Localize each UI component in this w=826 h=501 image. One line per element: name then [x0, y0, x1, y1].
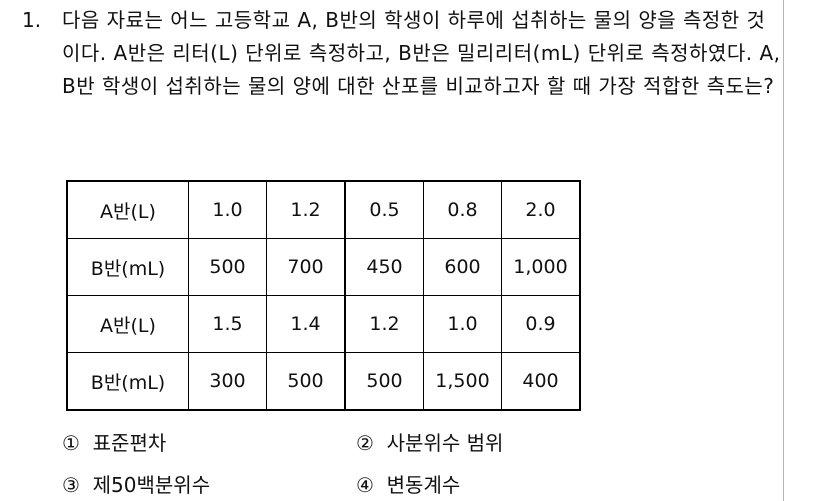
option-text: 변동계수: [386, 473, 461, 497]
option-text: 제50백분위수: [92, 473, 211, 497]
option-marker: ②: [356, 431, 374, 455]
table-cell: 1.0: [423, 295, 502, 353]
table-cell: 0.5: [344, 180, 424, 239]
question-number: 1.: [22, 8, 42, 32]
row-label: A반(L): [66, 180, 189, 239]
question: 1. 다음 자료는 어느 고등학교 A, B반의 학생이 하루에 섭취하는 물의…: [22, 4, 782, 103]
table-cell: 500: [266, 352, 346, 411]
table-cell: 700: [266, 238, 346, 296]
option-marker: ④: [356, 473, 374, 497]
row-label: B반(mL): [66, 238, 189, 296]
table-cell: 1.4: [266, 295, 346, 353]
option-3[interactable]: ③ 제50백분위수: [62, 469, 210, 498]
option-marker: ①: [62, 431, 80, 455]
row-label: A반(L): [66, 295, 189, 353]
table-cell: 2.0: [501, 180, 581, 239]
page-margin-line: [783, 0, 784, 501]
table-cell: 1.0: [188, 180, 267, 239]
table-cell: 1.2: [266, 180, 346, 239]
option-1[interactable]: ① 표준편차: [62, 427, 166, 456]
table-cell: 600: [423, 238, 502, 296]
table-cell: 500: [188, 238, 267, 296]
question-text: 다음 자료는 어느 고등학교 A, B반의 학생이 하루에 섭취하는 물의 양을…: [62, 8, 781, 98]
row-label: B반(mL): [66, 352, 189, 411]
option-4[interactable]: ④ 변동계수: [356, 469, 460, 498]
option-marker: ③: [62, 473, 80, 497]
option-text: 사분위수 범위: [386, 431, 504, 455]
table-cell: 450: [344, 238, 424, 296]
option-2[interactable]: ② 사분위수 범위: [356, 427, 503, 456]
option-text: 표준편차: [92, 431, 167, 455]
table-row: A반(L) 1.0 1.2 0.5 0.8 2.0: [66, 180, 581, 239]
table-cell: 1.2: [344, 295, 424, 353]
table-row: A반(L) 1.5 1.4 1.2 1.0 0.9: [66, 295, 581, 353]
table-cell: 400: [501, 352, 581, 411]
data-table: A반(L) 1.0 1.2 0.5 0.8 2.0 B반(mL) 500 700 450 600 1,…: [66, 180, 581, 411]
table-cell: 0.8: [423, 180, 502, 239]
table-cell: 1,500: [423, 352, 502, 411]
table-cell: 0.9: [501, 295, 581, 353]
table-cell: 300: [188, 352, 267, 411]
table-cell: 1.5: [188, 295, 267, 353]
table-cell: 1,000: [501, 238, 581, 296]
table-row: B반(mL) 500 700 450 600 1,000: [66, 238, 581, 296]
table-row: B반(mL) 300 500 500 1,500 400: [66, 352, 581, 411]
table-cell: 500: [344, 352, 424, 411]
